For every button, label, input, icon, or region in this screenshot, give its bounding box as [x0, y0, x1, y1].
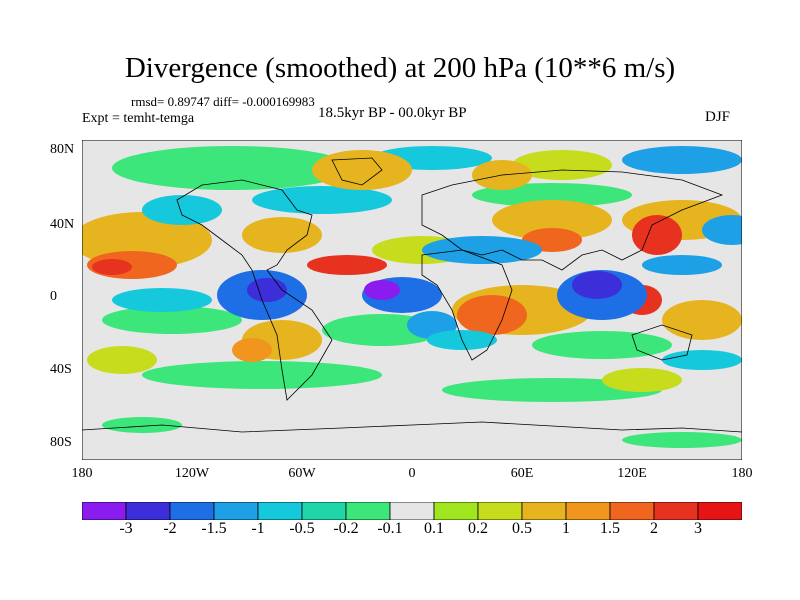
colorbar-swatch	[433, 502, 479, 520]
colorbar-swatch	[389, 502, 435, 520]
colorbar-swatch	[345, 502, 391, 520]
lon-label: 60W	[288, 466, 316, 481]
period-label: 18.5kyr BP - 00.0kyr BP	[318, 105, 467, 121]
colorbar-label: 3	[694, 520, 702, 537]
season-label: DJF	[705, 109, 731, 125]
experiment-label: Expt = temht-temga	[82, 111, 195, 126]
lon-label: 60E	[510, 466, 534, 481]
coastlines	[82, 157, 742, 433]
colorbar-label: 0.1	[424, 520, 444, 537]
colorbar-label: -0.1	[377, 520, 403, 537]
colorbar	[82, 502, 742, 520]
colorbar-swatch	[609, 502, 655, 520]
colorbar-swatch	[301, 502, 347, 520]
colorbar-swatch	[257, 502, 303, 520]
lat-label: 80N	[50, 142, 75, 157]
colorbar-swatch	[653, 502, 699, 520]
colorbar-swatch	[477, 502, 523, 520]
divergence-field	[82, 146, 742, 448]
colorbar-label: -2	[163, 520, 177, 537]
colorbar-label: -0.2	[333, 520, 359, 537]
divergence-map	[82, 140, 742, 460]
colorbar-swatch	[169, 502, 215, 520]
colorbar-label: 1	[562, 520, 570, 537]
colorbar-label: -3	[119, 520, 133, 537]
colorbar-swatch	[521, 502, 567, 520]
lat-label: 40N	[50, 217, 75, 232]
stats-line: rmsd= 0.89747 diff= -0.000169983	[131, 94, 315, 109]
lon-label: 120W	[174, 466, 210, 481]
lon-label: 120E	[617, 466, 647, 481]
lon-label: 180	[71, 466, 93, 481]
colorbar-swatch	[125, 502, 171, 520]
lat-label: 40S	[50, 362, 72, 377]
lat-label: 0	[50, 289, 57, 304]
lon-label: 0	[408, 466, 416, 481]
colorbar-swatch	[82, 502, 127, 520]
plot-title: Divergence (smoothed) at 200 hPa (10**6 …	[124, 52, 676, 84]
colorbar-swatch	[213, 502, 259, 520]
colorbar-label: -1.5	[201, 520, 227, 537]
colorbar-label: 2	[650, 520, 658, 537]
colorbar-swatch	[697, 502, 742, 520]
lat-label: 80S	[50, 435, 72, 450]
colorbar-swatch	[565, 502, 611, 520]
colorbar-label: 0.5	[512, 520, 532, 537]
colorbar-label: 0.2	[468, 520, 488, 537]
colorbar-label: -0.5	[289, 520, 315, 537]
colorbar-label: 1.5	[600, 520, 620, 537]
colorbar-label: -1	[251, 520, 265, 537]
lon-label: 180	[731, 466, 753, 481]
